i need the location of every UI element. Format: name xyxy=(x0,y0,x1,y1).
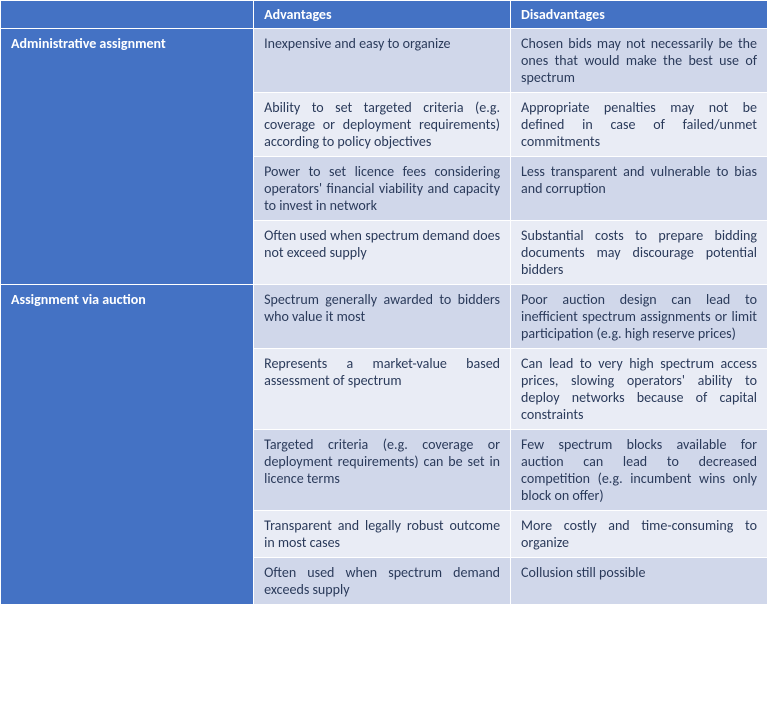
cell-dis: Poor auction design can lead to ineffici… xyxy=(511,285,768,349)
row-header-auction: Assignment via auction xyxy=(1,285,254,605)
cell-dis: More costly and time-consuming to organi… xyxy=(511,511,768,558)
cell-adv: Power to set licence fees considering op… xyxy=(254,157,511,221)
col-header-advantages: Advantages xyxy=(254,1,511,29)
cell-dis: Less transparent and vulnerable to bias … xyxy=(511,157,768,221)
table-header-row: Advantages Disadvantages xyxy=(1,1,768,29)
col-header-disadvantages: Disadvantages xyxy=(511,1,768,29)
cell-dis: Few spectrum blocks available for auctio… xyxy=(511,430,768,511)
row-header-admin: Administrative assignment xyxy=(1,29,254,285)
cell-adv: Transparent and legally robust outcome i… xyxy=(254,511,511,558)
cell-dis: Appropriate penalties may not be defined… xyxy=(511,93,768,157)
cell-adv: Often used when spectrum demand does not… xyxy=(254,221,511,285)
cell-adv: Inexpensive and easy to organize xyxy=(254,29,511,93)
cell-dis: Chosen bids may not necessarily be the o… xyxy=(511,29,768,93)
cell-dis: Collusion still possible xyxy=(511,558,768,605)
cell-dis: Can lead to very high spectrum access pr… xyxy=(511,349,768,430)
cell-adv: Often used when spectrum demand exceeds … xyxy=(254,558,511,605)
table-row: Administrative assignment Inexpensive an… xyxy=(1,29,768,93)
cell-adv: Targeted criteria (e.g. coverage or depl… xyxy=(254,430,511,511)
cell-dis: Substantial costs to prepare bidding doc… xyxy=(511,221,768,285)
cell-adv: Represents a market-value based assessme… xyxy=(254,349,511,430)
corner-cell xyxy=(1,1,254,29)
comparison-table: Advantages Disadvantages Administrative … xyxy=(0,0,768,605)
cell-adv: Spectrum generally awarded to bidders wh… xyxy=(254,285,511,349)
cell-adv: Ability to set targeted criteria (e.g. c… xyxy=(254,93,511,157)
table-row: Assignment via auction Spectrum generall… xyxy=(1,285,768,349)
